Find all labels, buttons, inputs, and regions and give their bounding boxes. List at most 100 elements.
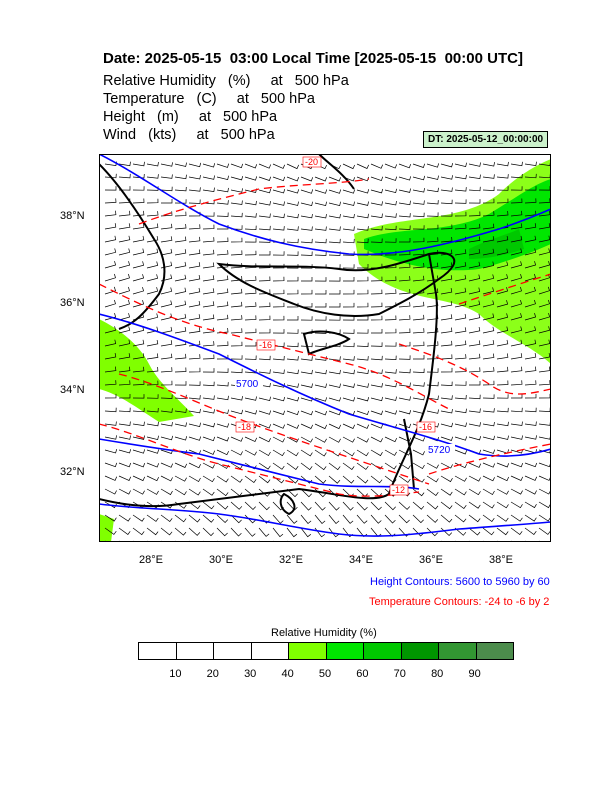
wind-barb [300, 423, 314, 429]
wind-barb [230, 409, 244, 415]
temp-label-a: -20 [305, 157, 318, 167]
wind-barb [356, 501, 368, 511]
map-title: Date: 2025-05-15 03:00 Local Time [2025-… [103, 50, 523, 67]
wind-barb [132, 326, 145, 334]
wind-barb [202, 449, 216, 455]
wind-barb [104, 299, 116, 308]
wind-barb [244, 200, 257, 206]
wind-barb [328, 527, 340, 538]
wind-barb [412, 163, 426, 168]
wind-barb [258, 475, 271, 484]
rh-colorbar [138, 642, 514, 660]
wind-barb [146, 261, 159, 269]
wind-barb [496, 326, 509, 334]
wind-barb [160, 340, 173, 347]
wind-barb [342, 356, 355, 361]
wind-barb [146, 339, 159, 347]
wind-barb [426, 409, 439, 414]
wind-barb [118, 161, 131, 167]
wind-barb [510, 407, 523, 413]
wind-barb [286, 176, 300, 182]
wind-barb [314, 316, 327, 321]
wind-barb [426, 368, 439, 373]
wind-barb [510, 210, 523, 217]
wind-barb [132, 366, 145, 373]
wind-barb [216, 187, 229, 193]
wind-barb [188, 187, 201, 192]
wind-barb [524, 393, 537, 399]
wind-barb [272, 315, 285, 321]
wind-barb [230, 368, 243, 374]
wind-barb [342, 436, 355, 443]
wind-barb [496, 339, 509, 347]
wind-barb [328, 238, 341, 244]
wind-barb [329, 290, 341, 295]
variable-list: Relative Humidity (%) at 500 hPa Tempera… [103, 72, 349, 144]
wind-barb [132, 286, 145, 295]
wind-barb [440, 395, 453, 400]
wind-barb [482, 236, 495, 243]
wind-barb [174, 327, 187, 334]
wind-barb [496, 353, 509, 360]
wind-barb [132, 407, 145, 413]
wind-barb [230, 355, 243, 360]
wind-barb [146, 366, 159, 373]
wind-barb [104, 223, 117, 230]
wind-barb [398, 200, 411, 206]
wind-barb [174, 249, 187, 256]
wind-barb [468, 367, 481, 373]
wind-barb [230, 475, 243, 483]
wind-barb [132, 394, 145, 399]
wind-barb [468, 408, 481, 413]
wind-barb [104, 435, 117, 440]
wind-barb [104, 186, 117, 191]
wind-barb [202, 163, 216, 168]
wind-barb [510, 223, 523, 230]
wind-barb [244, 176, 258, 181]
wind-barb [258, 263, 271, 269]
wind-barb [104, 380, 117, 386]
wind-barb [217, 225, 229, 230]
wind-barb [454, 313, 467, 321]
wind-barb [412, 175, 426, 181]
wind-barb [286, 342, 299, 348]
wind-barb [202, 237, 215, 243]
wind-barb [202, 301, 215, 308]
wind-barb [132, 186, 145, 191]
wind-barb [356, 176, 370, 182]
wind-barb [118, 286, 130, 295]
wind-barb [510, 527, 523, 535]
wind-barb [342, 264, 355, 269]
wind-barb [146, 421, 159, 427]
wind-barb [300, 462, 313, 471]
wind-barb [328, 213, 341, 219]
wind-barb [230, 315, 243, 321]
wind-barb [104, 527, 117, 535]
wind-barb [538, 286, 550, 295]
wind-barb [440, 436, 454, 441]
wind-barb [496, 435, 509, 440]
height-contours [99, 154, 551, 537]
wind-barb [258, 396, 271, 402]
wind-barb [412, 200, 425, 205]
wind-barb [398, 188, 411, 193]
height-label-5720: 5720 [428, 445, 451, 456]
wind-barb [440, 514, 453, 523]
wind-barb [216, 423, 230, 428]
wind-barb [118, 326, 131, 334]
wind-barb [118, 261, 131, 269]
wind-barb [370, 342, 383, 347]
wind-barb [104, 286, 116, 295]
wind-barb [510, 235, 523, 243]
wind-barb [314, 189, 328, 194]
wind-barb [454, 408, 467, 414]
wind-barb [370, 383, 383, 388]
forecast-init-badge: DT: 2025-05-12_00:00:00 [423, 131, 549, 148]
wind-barb [174, 174, 187, 180]
wind-barb [370, 276, 383, 282]
wind-barb [510, 353, 523, 360]
wind-barb [258, 501, 270, 511]
wind-barb [258, 225, 271, 231]
wind-barb [398, 289, 411, 295]
wind-barb [384, 342, 397, 347]
